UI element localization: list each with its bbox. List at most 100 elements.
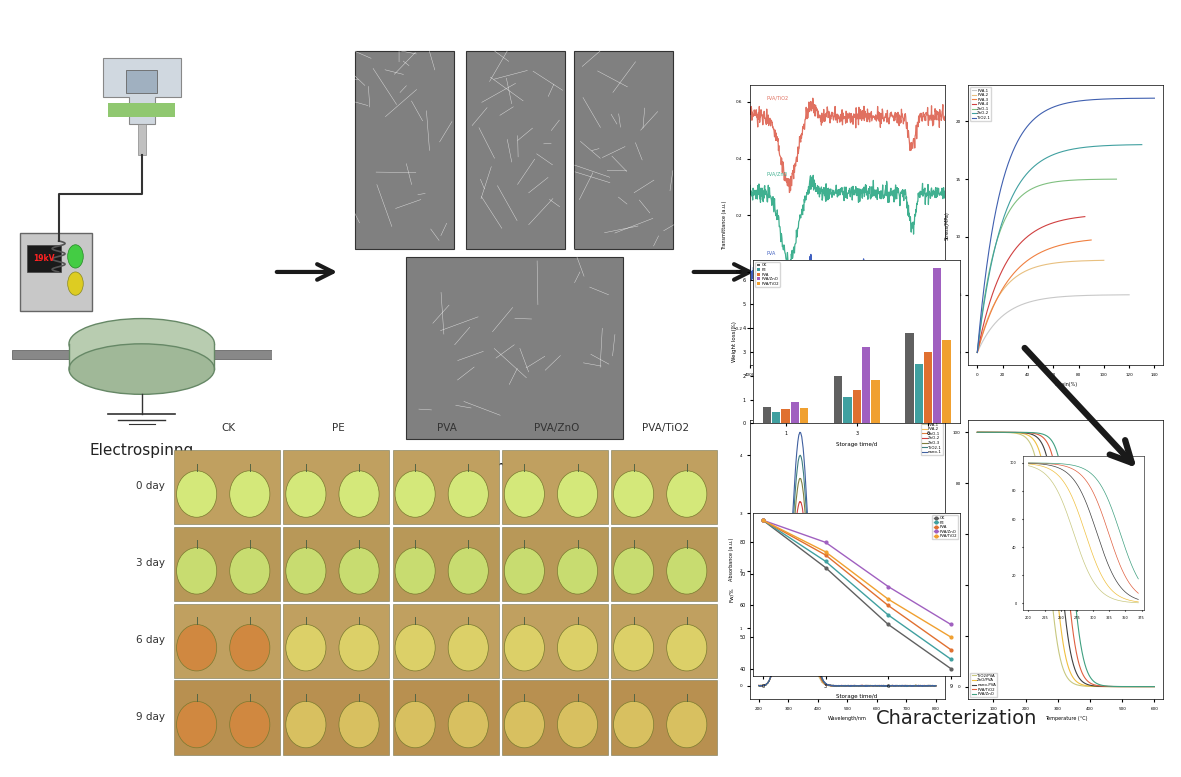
PVA/ZnO: [1055, 466, 1069, 476]
ZnO/PVA: [1066, 673, 1081, 682]
Bar: [834, 375, 842, 423]
CK: [756, 516, 770, 525]
PVA/ZnO: [944, 620, 958, 629]
TiO2/PVA: [1115, 682, 1129, 692]
Bar: [612, 681, 717, 755]
Ellipse shape: [177, 702, 217, 747]
nano-PVA: [1066, 659, 1081, 668]
PVA/TiO2: [1076, 670, 1090, 679]
Text: 9 day: 9 day: [136, 712, 165, 722]
Ellipse shape: [394, 625, 435, 671]
Ellipse shape: [666, 548, 706, 594]
X-axis label: Storage time/d: Storage time/d: [836, 441, 877, 447]
Ellipse shape: [557, 548, 598, 594]
Bar: [283, 527, 390, 601]
Bar: [843, 397, 852, 423]
PE: [818, 556, 833, 566]
Line: ZnO/PVA: ZnO/PVA: [977, 432, 1154, 687]
PVA/TiO2: [1066, 628, 1081, 637]
Bar: [612, 604, 717, 678]
Bar: [175, 604, 280, 678]
Line: TiO2/PVA: TiO2/PVA: [977, 432, 1154, 687]
Text: PVA: PVA: [766, 251, 776, 256]
X-axis label: Temperature (°C): Temperature (°C): [1045, 716, 1087, 722]
PVA: [881, 601, 895, 610]
Text: 3 day: 3 day: [136, 558, 165, 568]
TiO2/PVA: [1147, 682, 1161, 692]
Ellipse shape: [229, 548, 270, 594]
Bar: [862, 347, 870, 423]
Legend: CK, PE, PVA, PVA/ZnO, PVA/TiO2: CK, PE, PVA, PVA/ZnO, PVA/TiO2: [756, 263, 779, 287]
CK: [818, 563, 833, 572]
Text: PVA/TiO2: PVA/TiO2: [766, 95, 789, 100]
Text: CK: CK: [222, 423, 236, 434]
Bar: [612, 527, 717, 601]
Bar: [175, 681, 280, 755]
Y-axis label: Weight(%): Weight(%): [942, 547, 947, 572]
Bar: [466, 51, 566, 249]
ZnO/PVA: [1115, 682, 1129, 692]
Line: PE: PE: [762, 519, 952, 660]
X-axis label: Wavenumber (cm$^{-1}$): Wavenumber (cm$^{-1}$): [821, 382, 874, 392]
Y-axis label: Stress(MPa): Stress(MPa): [945, 211, 950, 240]
Bar: [853, 390, 861, 423]
Ellipse shape: [286, 548, 326, 594]
Text: PVA: PVA: [437, 423, 457, 434]
Legend: PVA-1, PVA-2, PVA-3, PVA-4, ZnO-1, ZnO-2, TiO2-1: PVA-1, PVA-2, PVA-3, PVA-4, ZnO-1, ZnO-2…: [971, 88, 991, 121]
Bar: [782, 409, 790, 423]
PVA/ZnO: [1076, 650, 1090, 660]
Bar: [283, 450, 390, 524]
Line: PVA/ZnO: PVA/ZnO: [762, 519, 952, 625]
ZnO/PVA: [1056, 635, 1070, 644]
Ellipse shape: [339, 471, 379, 517]
ZnO/PVA: [1143, 682, 1157, 692]
TiO2/PVA: [1055, 659, 1069, 668]
Bar: [800, 408, 808, 423]
PVA/TiO2: [881, 594, 895, 604]
Text: PVA/TiO2: PVA/TiO2: [642, 423, 690, 434]
Ellipse shape: [504, 471, 544, 517]
Bar: [574, 51, 673, 249]
Bar: [392, 681, 498, 755]
CK: [944, 664, 958, 673]
PVA/TiO2: [1147, 682, 1161, 692]
PVA: [756, 516, 770, 525]
X-axis label: Wavelength/nm: Wavelength/nm: [828, 716, 867, 722]
Ellipse shape: [448, 625, 488, 671]
Circle shape: [67, 272, 83, 295]
PVA/TiO2: [756, 516, 770, 525]
PVA/ZnO: [1066, 574, 1081, 584]
Bar: [215, 350, 272, 359]
Ellipse shape: [339, 625, 379, 671]
Ellipse shape: [68, 343, 215, 395]
nano-PVA: [1056, 584, 1070, 594]
Ellipse shape: [504, 548, 544, 594]
Polygon shape: [103, 58, 181, 124]
Ellipse shape: [448, 702, 488, 747]
Circle shape: [67, 245, 83, 268]
Line: PVA/TiO2: PVA/TiO2: [977, 432, 1154, 687]
ZnO/PVA: [970, 427, 984, 437]
Ellipse shape: [557, 625, 598, 671]
Y-axis label: Absorbance (a.u.): Absorbance (a.u.): [729, 538, 735, 581]
Line: PVA/ZnO: PVA/ZnO: [977, 432, 1154, 687]
nano-PVA: [970, 427, 984, 437]
PVA/TiO2: [1115, 682, 1129, 692]
Ellipse shape: [394, 548, 435, 594]
TiO2/PVA: [1143, 682, 1157, 692]
Bar: [502, 604, 608, 678]
Ellipse shape: [68, 319, 215, 369]
Ellipse shape: [286, 702, 326, 747]
Bar: [502, 527, 608, 601]
Ellipse shape: [666, 471, 706, 517]
Bar: [126, 70, 157, 93]
ZnO/PVA: [1147, 682, 1161, 692]
Bar: [175, 527, 280, 601]
Bar: [790, 402, 800, 423]
Bar: [392, 450, 498, 524]
Legend: TiO2/PVA, ZnO/PVA, nano-PVA, PVA/TiO2, PVA/ZnO: TiO2/PVA, ZnO/PVA, nano-PVA, PVA/TiO2, P…: [971, 673, 997, 697]
PVA/ZnO: [970, 427, 984, 437]
Text: 0 day: 0 day: [137, 481, 165, 491]
TiO2/PVA: [970, 427, 984, 437]
Line: nano-PVA: nano-PVA: [977, 432, 1154, 687]
